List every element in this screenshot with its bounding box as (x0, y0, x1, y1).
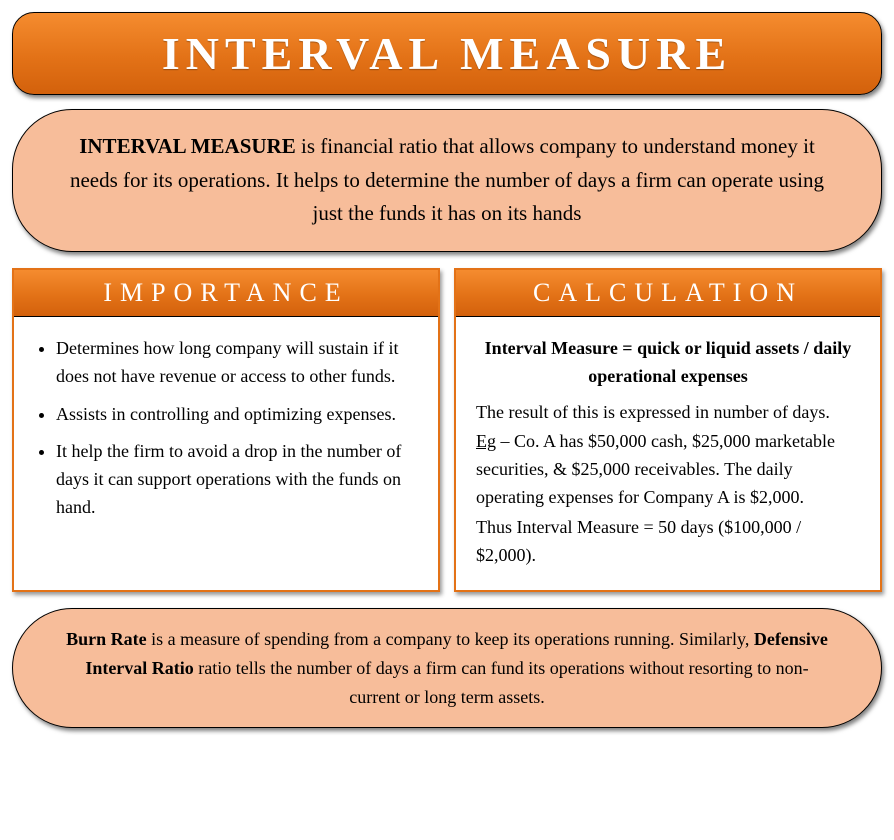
importance-header: IMPORTANCE (14, 270, 438, 317)
footer-term-burn-rate: Burn Rate (66, 629, 147, 649)
footer-text2: ratio tells the number of days a firm ca… (194, 658, 809, 707)
importance-bullet: Assists in controlling and optimizing ex… (56, 401, 418, 429)
importance-body: Determines how long company will sustain… (14, 317, 438, 550)
importance-bullet: It help the firm to avoid a drop in the … (56, 438, 418, 522)
columns-row: IMPORTANCE Determines how long company w… (12, 268, 882, 592)
calculation-body: Interval Measure = quick or liquid asset… (456, 317, 880, 590)
definition-pill: INTERVAL MEASURE is financial ratio that… (12, 109, 882, 252)
importance-list: Determines how long company will sustain… (34, 335, 418, 522)
importance-bullet: Determines how long company will sustain… (56, 335, 418, 391)
eg-label: Eg (476, 431, 496, 451)
importance-card: IMPORTANCE Determines how long company w… (12, 268, 440, 592)
title-text: INTERVAL MEASURE (23, 27, 871, 80)
calculation-formula: Interval Measure = quick or liquid asset… (476, 335, 860, 391)
calculation-card: CALCULATION Interval Measure = quick or … (454, 268, 882, 592)
title-banner: INTERVAL MEASURE (12, 12, 882, 95)
calculation-header: CALCULATION (456, 270, 880, 317)
calculation-result-text: The result of this is expressed in numbe… (476, 399, 860, 427)
footer-pill: Burn Rate is a measure of spending from … (12, 608, 882, 728)
calculation-example: Eg – Co. A has $50,000 cash, $25,000 mar… (476, 428, 860, 512)
eg-text: – Co. A has $50,000 cash, $25,000 market… (476, 431, 835, 507)
definition-term: INTERVAL MEASURE (79, 134, 296, 158)
calculation-conclusion: Thus Interval Measure = 50 days ($100,00… (476, 514, 860, 570)
footer-text1: is a measure of spending from a company … (147, 629, 754, 649)
